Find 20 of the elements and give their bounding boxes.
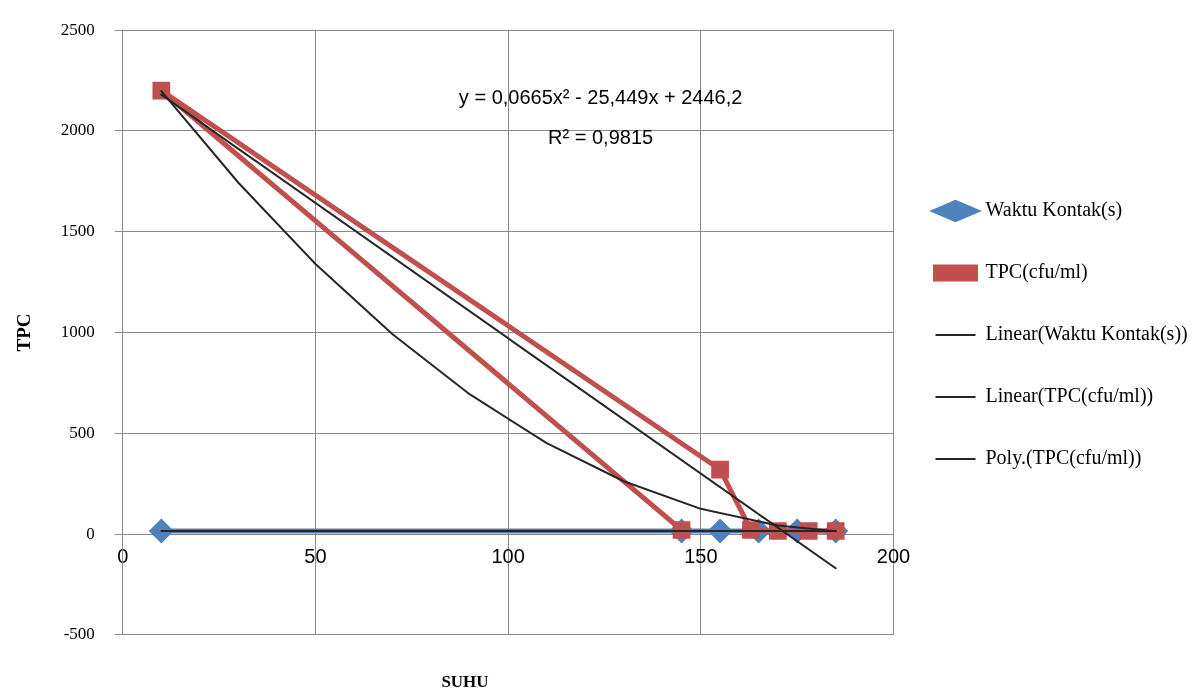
y-tick-label: 0	[86, 523, 95, 543]
y-tick-label: 1000	[60, 321, 95, 341]
legend-label: TPC(cfu/ml)	[985, 260, 1088, 284]
legend-label: Waktu Kontak(s)	[985, 198, 1123, 222]
y-tick-label: 1500	[60, 221, 95, 241]
y-tick-label: 500	[69, 422, 95, 442]
y-axis-title: TPC	[13, 313, 35, 352]
legend-label: Linear(TPC(cfu/ml))	[985, 384, 1154, 408]
x-tick-label: 50	[304, 544, 327, 567]
y-tick-label: -500	[63, 624, 95, 644]
y-tick-label: 2000	[60, 120, 95, 140]
y-tick-label: 2500	[60, 19, 95, 39]
legend-label: Linear(Waktu Kontak(s))	[985, 322, 1188, 346]
legend-label: Poly.(TPC(cfu/ml))	[985, 446, 1142, 470]
x-tick-label: 100	[491, 544, 525, 567]
x-tick-label: 150	[684, 544, 718, 567]
x-axis-title: SUHU	[440, 672, 490, 692]
annotation: y = 0,0665x² - 25,449x + 2446,2	[458, 85, 743, 108]
annotation: R² = 0,9815	[548, 125, 654, 148]
x-tick-label: 200	[876, 544, 911, 567]
